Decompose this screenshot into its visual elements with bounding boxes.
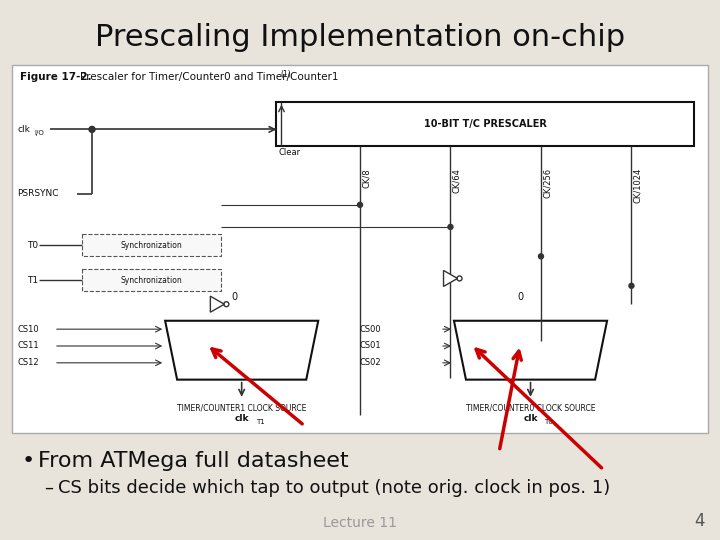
Text: 0: 0 xyxy=(232,292,238,302)
Text: I/O: I/O xyxy=(34,130,44,137)
Bar xyxy=(276,102,694,146)
Polygon shape xyxy=(165,321,318,380)
Text: CS00: CS00 xyxy=(360,325,382,334)
Text: Synchronization: Synchronization xyxy=(120,241,182,250)
Bar xyxy=(81,234,221,256)
Text: 0: 0 xyxy=(517,292,523,302)
Text: From ATMega full datasheet: From ATMega full datasheet xyxy=(38,451,348,471)
Circle shape xyxy=(358,202,362,207)
Circle shape xyxy=(448,225,453,230)
Text: TIMER/COUNTER0 CLOCK SOURCE: TIMER/COUNTER0 CLOCK SOURCE xyxy=(466,403,595,412)
Text: CS bits decide which tap to output (note orig. clock in pos. 1): CS bits decide which tap to output (note… xyxy=(58,479,611,497)
Text: Figure 17-2.: Figure 17-2. xyxy=(20,72,91,82)
Text: CS11: CS11 xyxy=(17,341,39,350)
Text: Prescaler for Timer/Counter0 and Timer/Counter1: Prescaler for Timer/Counter0 and Timer/C… xyxy=(80,72,338,82)
Text: Prescaling Implementation on-chip: Prescaling Implementation on-chip xyxy=(95,24,625,52)
Polygon shape xyxy=(444,271,457,286)
Text: CS12: CS12 xyxy=(17,359,39,367)
Circle shape xyxy=(629,284,634,288)
Bar xyxy=(12,65,708,433)
Text: T1: T1 xyxy=(27,276,38,285)
Circle shape xyxy=(539,254,544,259)
Text: clk: clk xyxy=(17,125,30,134)
Text: 10-BIT T/C PRESCALER: 10-BIT T/C PRESCALER xyxy=(424,119,546,129)
Text: Synchronization: Synchronization xyxy=(120,276,182,285)
Circle shape xyxy=(89,126,95,132)
Text: clk: clk xyxy=(235,414,249,423)
Text: CS02: CS02 xyxy=(360,359,382,367)
Text: 4: 4 xyxy=(695,512,705,530)
Text: T0: T0 xyxy=(544,418,553,424)
Text: CS10: CS10 xyxy=(17,325,39,334)
Polygon shape xyxy=(210,296,225,312)
Text: (1): (1) xyxy=(280,70,291,78)
Polygon shape xyxy=(454,321,607,380)
Text: CK/64: CK/64 xyxy=(452,168,462,193)
Text: T0: T0 xyxy=(27,241,38,250)
Text: CK/256: CK/256 xyxy=(543,168,552,198)
Text: –: – xyxy=(44,479,53,497)
Text: TIMER/COUNTER1 CLOCK SOURCE: TIMER/COUNTER1 CLOCK SOURCE xyxy=(177,403,307,412)
Text: CK/1024: CK/1024 xyxy=(634,168,642,203)
Text: •: • xyxy=(22,451,35,471)
Text: Clear: Clear xyxy=(279,148,301,157)
Text: CK/8: CK/8 xyxy=(362,168,371,188)
Text: CS01: CS01 xyxy=(360,341,382,350)
Text: clk: clk xyxy=(523,414,538,423)
Text: Lecture 11: Lecture 11 xyxy=(323,516,397,530)
Text: PSRSYNC: PSRSYNC xyxy=(17,190,58,198)
Bar xyxy=(81,269,221,291)
Text: T1: T1 xyxy=(256,418,264,424)
